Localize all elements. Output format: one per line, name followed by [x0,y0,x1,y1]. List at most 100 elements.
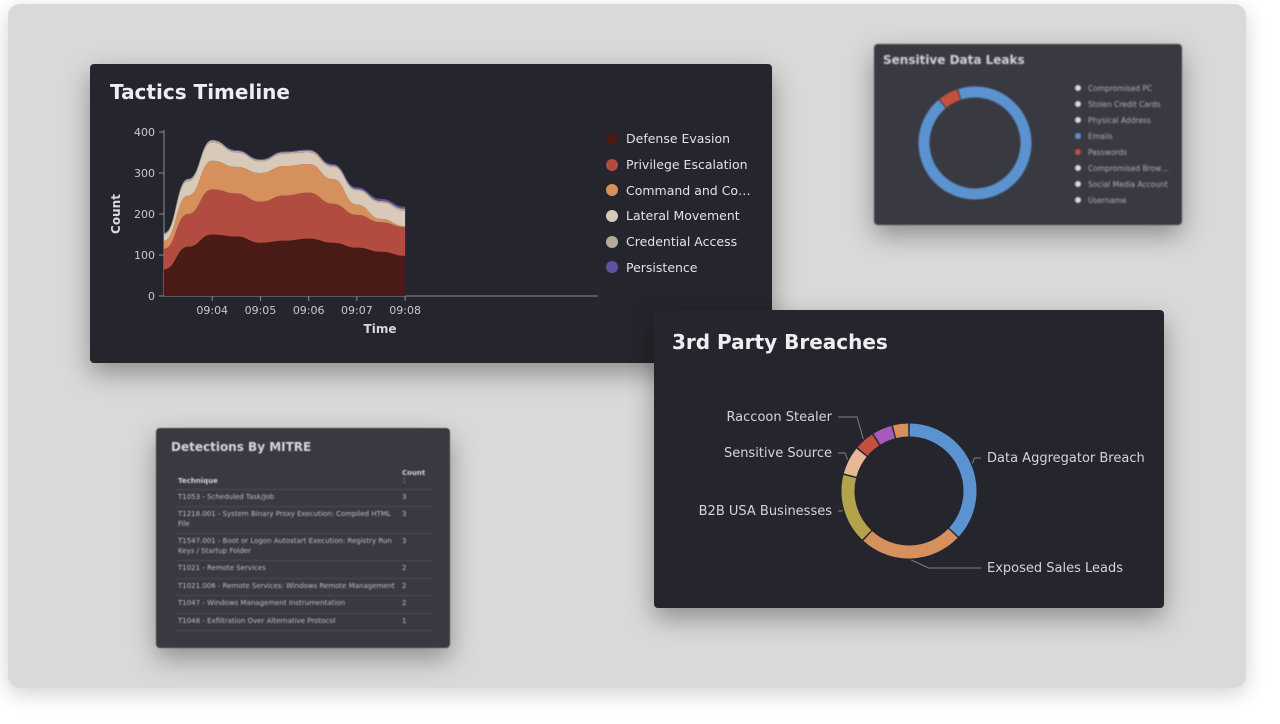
technique-cell: T1021.006 - Remote Services: Windows Rem… [175,578,399,597]
detections-by-mitre-title: Detections By MITRE [171,440,312,454]
area-lateral-movement[interactable] [164,142,406,241]
breaches-slice-sensitive-source[interactable] [843,448,867,478]
leaks-legend-item-passwords[interactable]: Passwords [1075,144,1169,160]
legend-label: Passwords [1088,147,1127,157]
sensitive-data-leaks-legend: Compromised PC Stolen Credit Cards Physica… [1075,80,1169,208]
technique-cell: T1047 - Windows Management Instrumentati… [175,595,399,614]
leaks-slice-emails[interactable] [918,86,1032,200]
breaches-slice-data-aggregator-breach[interactable] [909,423,977,537]
y-tick-label: 400 [134,126,155,139]
table-row[interactable]: T1047 - Windows Management Instrumentati… [175,595,433,614]
y-axis-title: Count [109,194,123,234]
table-row[interactable]: T1048 - Exfiltration Over Alternative Pr… [175,613,433,631]
legend-label: Defense Evasion [626,131,731,147]
breaches-slice-exposed-sales-leads[interactable] [863,528,958,559]
third-party-breaches-chart: Data Aggregator Breach Exposed Sales Lead… [699,410,1145,576]
mitre-table-body: T1053 - Scheduled Task/Job 3 T1218.001 - S… [175,489,433,631]
table-row[interactable]: T1021 - Remote Services 2 [175,560,433,579]
technique-cell: T1218.001 - System Binary Proxy Executio… [175,506,399,535]
leaks-legend-item-username[interactable]: Username [1075,192,1169,208]
leaks-slice-passwords[interactable] [939,89,961,108]
legend-swatch [1075,117,1081,123]
count-cell: 2 [399,595,433,614]
legend-label: Compromised PC [1088,83,1153,93]
leader-line-sensitive-source [838,452,848,460]
legend-label: Username [1088,195,1127,205]
area-defense-evasion[interactable] [164,234,406,297]
slice-label-sensitive-source: Sensitive Source [724,446,832,461]
third-party-breaches-card: 3rd Party Breaches Data Aggregator Breac… [654,310,1164,608]
detections-by-mitre-card: Detections By MITRE Technique Count 1 T1… [156,428,450,648]
breaches-slice-raccoon-stealer[interactable] [857,434,880,456]
legend-swatch [1075,165,1081,171]
tactics-legend: Defense Evasion Privilege Escalation Comma… [606,126,758,280]
legend-label: Emails [1088,131,1113,141]
table-row[interactable]: T1218.001 - System Binary Proxy Executio… [175,506,433,535]
x-axis-title: Time [364,322,397,336]
legend-label: Persistence [626,259,698,275]
technique-column-header[interactable]: Technique [175,466,399,490]
count-column-subvalue: 1 [402,477,407,485]
sensitive-data-leaks-chart [918,86,1032,200]
count-column-label: Count [402,469,426,477]
legend-swatch [606,261,618,274]
mitre-table: Technique Count 1 T1053 - Scheduled Task… [175,466,433,631]
y-tick-label: 0 [148,290,155,303]
leaks-legend-item-physical-address[interactable]: Physical Address [1075,112,1169,128]
y-tick-label: 300 [134,167,155,180]
legend-item-defense-evasion[interactable]: Defense Evasion [606,126,758,152]
legend-swatch [606,132,618,145]
technique-cell: T1021 - Remote Services [175,560,399,579]
legend-swatch [1075,133,1081,139]
leaks-legend-item-emails[interactable]: Emails [1075,128,1169,144]
legend-item-persistence[interactable]: Persistence [606,254,758,280]
leaks-legend-item-social-media-account[interactable]: Social Media Account [1075,176,1169,192]
sensitive-data-leaks-card: Sensitive Data Leaks Compromised PC Stole… [874,44,1182,225]
legend-label: Credential Access [626,234,738,250]
count-cell: 3 [399,506,433,535]
tactics-timeline-title: Tactics Timeline [110,80,290,104]
legend-item-lateral-movement[interactable]: Lateral Movement [606,203,758,229]
legend-swatch [606,184,618,197]
breaches-slice-other-2[interactable] [893,423,909,439]
x-tick-label: 09:08 [389,304,421,317]
area-command-and-control[interactable] [164,160,406,249]
legend-label: Compromised Brow… [1088,163,1169,173]
tactics-timeline-chart: 0 100 200 300 400 09:04 09:05 09:06 09:07 09:08 Ti… [109,126,598,336]
leaks-legend-item-compromised-brow[interactable]: Compromised Brow… [1075,160,1169,176]
table-row[interactable]: T1021.006 - Remote Services: Windows Rem… [175,578,433,597]
legend-item-privilege-escalation[interactable]: Privilege Escalation [606,152,758,178]
y-tick-label: 100 [134,249,155,262]
legend-swatch [1075,101,1081,107]
legend-item-command-and-control[interactable]: Command and Cont… [606,177,758,203]
table-row[interactable]: T1547.001 - Boot or Logon Autostart Exec… [175,533,433,562]
legend-swatch [1075,149,1081,155]
count-cell: 3 [399,533,433,562]
legend-swatch [606,158,618,171]
legend-swatch [1075,197,1081,203]
leaks-legend-item-compromised-pc[interactable]: Compromised PC [1075,80,1169,96]
x-tick-label: 09:07 [341,304,373,317]
x-tick-label: 09:04 [196,304,228,317]
technique-cell: T1547.001 - Boot or Logon Autostart Exec… [175,533,399,562]
legend-swatch [606,235,618,248]
technique-cell: T1048 - Exfiltration Over Alternative Pr… [175,613,399,631]
legend-label: Lateral Movement [626,208,740,224]
third-party-breaches-title: 3rd Party Breaches [672,330,888,354]
area-privilege-escalation[interactable] [164,189,406,270]
breaches-slice-b2b-usa-businesses[interactable] [841,475,872,540]
mitre-table-header: Technique Count 1 [175,466,433,490]
breaches-slice-other-1[interactable] [873,425,896,445]
slice-label-data-aggregator-breach: Data Aggregator Breach [987,451,1145,466]
legend-label: Social Media Account [1088,179,1168,189]
x-tick-label: 09:05 [245,304,277,317]
legend-item-credential-access[interactable]: Credential Access [606,229,758,255]
legend-label: Stolen Credit Cards [1088,99,1161,109]
legend-swatch [1075,181,1081,187]
legend-label: Command and Cont… [626,182,758,198]
table-row[interactable]: T1053 - Scheduled Task/Job 3 [175,489,433,508]
leaks-legend-item-stolen-credit-cards[interactable]: Stolen Credit Cards [1075,96,1169,112]
count-cell: 2 [399,578,433,597]
count-column-header[interactable]: Count 1 [399,466,433,490]
leader-line-data-aggregator-breach [971,457,981,464]
